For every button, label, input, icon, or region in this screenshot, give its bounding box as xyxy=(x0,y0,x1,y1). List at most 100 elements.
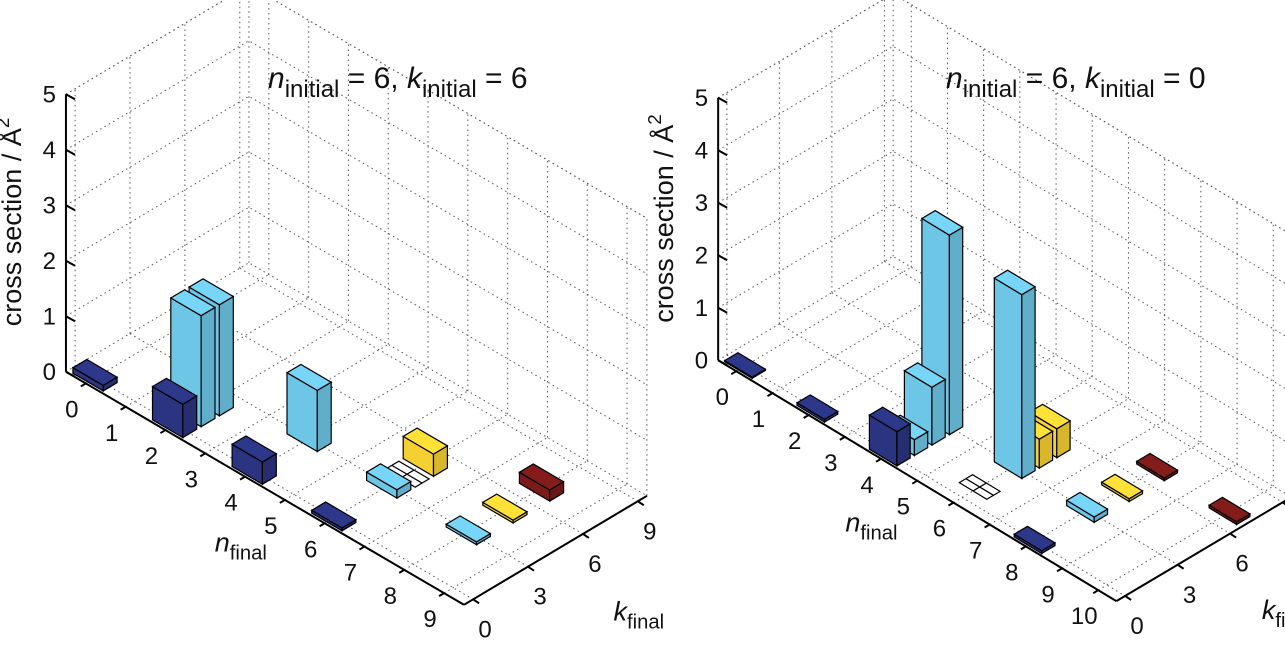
n-tick-label: 2 xyxy=(788,428,801,455)
grid-line-n-floor xyxy=(284,390,469,501)
bar-top-face xyxy=(920,209,964,236)
z-tick-label: 2 xyxy=(695,242,708,269)
chart-panel-2: 0123450123456789100369ninitial = 6, kini… xyxy=(645,0,1285,640)
z-tick-mark xyxy=(65,148,76,156)
n-tick-label: 7 xyxy=(344,560,357,587)
bar-top-face xyxy=(1013,525,1057,552)
n-tick-mark xyxy=(319,522,326,528)
bar xyxy=(868,406,912,467)
n-tick-label: 10 xyxy=(1071,603,1098,630)
bar-top-face xyxy=(285,363,333,392)
n-tick-mark xyxy=(947,501,954,507)
n-tick-mark xyxy=(279,499,286,504)
n-tick-mark xyxy=(803,414,810,419)
k-axis-label: kfinal xyxy=(1262,595,1285,632)
bar-top-face xyxy=(1100,473,1144,500)
n-tick-label: 5 xyxy=(897,494,910,521)
k-tick-label: 6 xyxy=(1235,551,1248,578)
bar-top-face xyxy=(71,358,119,387)
n-tick-mark xyxy=(438,592,445,598)
bar-side-face xyxy=(948,226,964,436)
n-tick-mark xyxy=(358,545,365,551)
grid-line-z xyxy=(65,206,648,441)
z-tick-label: 1 xyxy=(43,303,56,330)
bar xyxy=(723,352,767,380)
grid-line-n-floor xyxy=(204,343,389,454)
bar-side-face xyxy=(1021,285,1036,480)
k-axis-label: kfinal xyxy=(613,596,664,633)
k-tick-mark xyxy=(527,565,535,572)
bar-top-face xyxy=(151,377,198,405)
bar xyxy=(151,377,198,439)
bar xyxy=(1065,491,1109,524)
chart-title: ninitial = 6, kinitial = 6 xyxy=(268,62,528,103)
k-tick-mark xyxy=(637,500,645,507)
z-tick-mark xyxy=(717,149,728,157)
n-tick-label: 8 xyxy=(1005,559,1018,586)
bar xyxy=(383,460,431,488)
k-tick-mark xyxy=(1177,563,1185,570)
k-tick-label: 0 xyxy=(478,616,491,643)
bar-top-face xyxy=(903,362,947,388)
k-tick-label: 0 xyxy=(1130,613,1143,640)
bar xyxy=(958,474,1002,500)
k-axis-line xyxy=(1115,499,1285,603)
n-tick-label: 6 xyxy=(933,516,946,543)
n-tick-label: 9 xyxy=(423,606,436,633)
n-tick-label: 3 xyxy=(185,466,198,493)
bar-top-face xyxy=(402,427,449,455)
z-axis-label: cross section / Å2 xyxy=(0,118,27,327)
grid-line-n-floor xyxy=(735,266,912,372)
k-tick-mark xyxy=(1124,595,1132,601)
grid-line-k-floor xyxy=(129,333,529,568)
z-tick-label: 5 xyxy=(43,81,56,108)
k-tick-label: 3 xyxy=(1183,582,1196,609)
bar-top-face xyxy=(795,394,839,421)
bar-top-face xyxy=(1028,403,1072,430)
z-tick-label: 1 xyxy=(695,295,708,322)
bar-top-face xyxy=(187,278,235,306)
n-tick-label: 6 xyxy=(304,536,317,563)
z-tick-mark xyxy=(717,359,728,367)
n-tick-mark xyxy=(239,475,246,481)
grid-line-k-floor xyxy=(74,365,474,600)
z-tick-mark xyxy=(65,93,76,101)
z-tick-label: 4 xyxy=(695,137,708,164)
n-tick-mark xyxy=(984,523,991,529)
grid-line-n-floor xyxy=(324,413,508,524)
bar xyxy=(1135,452,1179,482)
n-tick-mark xyxy=(1020,545,1027,551)
z-tick-label: 3 xyxy=(695,190,708,217)
n-tick-mark xyxy=(80,382,87,388)
k-tick-label: 6 xyxy=(588,551,601,578)
bar-top-face xyxy=(365,463,412,491)
n-tick-label: 9 xyxy=(1041,581,1054,608)
n-tick-label: 1 xyxy=(752,406,765,433)
n-tick-label: 0 xyxy=(716,384,729,411)
bar-top-face xyxy=(169,289,217,317)
bar-top-face xyxy=(445,515,492,543)
z-tick-mark xyxy=(65,204,76,212)
z-tick-label: 0 xyxy=(695,347,708,374)
n-tick-label: 4 xyxy=(860,472,873,499)
bar-top-face xyxy=(1065,491,1109,518)
z-tick-mark xyxy=(717,201,728,209)
k-tick-label: 9 xyxy=(643,518,656,545)
grid-line-n-floor xyxy=(443,483,628,594)
bar xyxy=(1013,525,1057,555)
grid-line-n-floor xyxy=(85,274,270,384)
grid-line-z xyxy=(65,262,648,497)
bar xyxy=(993,269,1037,480)
k-tick-mark xyxy=(472,598,480,605)
bar xyxy=(481,493,529,524)
grid-line-n-floor xyxy=(403,460,588,571)
grid-line-k-floor xyxy=(184,300,584,535)
n-tick-label: 0 xyxy=(65,396,78,423)
n-tick-label: 2 xyxy=(145,443,158,470)
n-tick-label: 8 xyxy=(384,583,397,610)
grid-line-z xyxy=(65,0,648,219)
axes xyxy=(64,94,648,606)
n-tick-label: 7 xyxy=(969,538,982,565)
bar-top-face xyxy=(868,406,912,433)
z-tick-mark xyxy=(65,315,76,323)
